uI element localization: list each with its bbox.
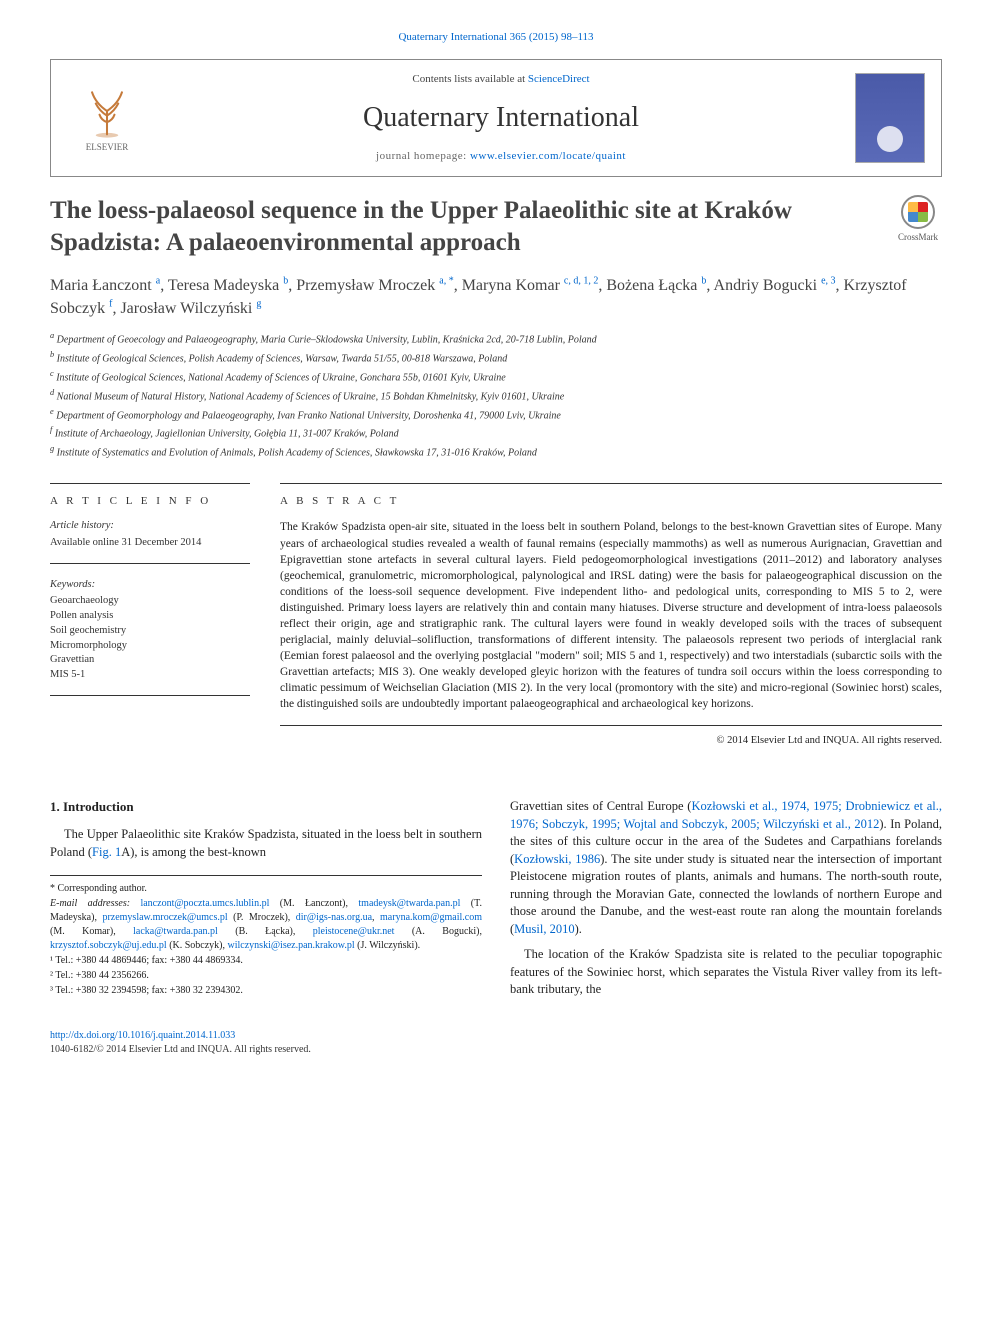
crossmark-icon bbox=[901, 195, 935, 229]
affiliations: a Department of Geoecology and Palaeogeo… bbox=[50, 330, 942, 461]
journal-name: Quaternary International bbox=[147, 98, 855, 137]
aff-sup[interactable]: b bbox=[701, 276, 706, 287]
keyword: MIS 5-1 bbox=[50, 668, 250, 683]
tel-note: ¹ Tel.: +380 44 4869446; fax: +380 44 48… bbox=[50, 954, 482, 968]
history-text: Available online 31 December 2014 bbox=[50, 536, 250, 551]
affiliation-line: e Department of Geomorphology and Palaeo… bbox=[50, 406, 942, 424]
email-link[interactable]: tmadeysk@twarda.pan.pl bbox=[358, 898, 460, 909]
author-link[interactable]: Andriy Bogucki bbox=[714, 277, 818, 294]
aff-sup[interactable]: g bbox=[256, 299, 261, 310]
corresponding-note: * Corresponding author. bbox=[50, 882, 482, 896]
doi-link[interactable]: http://dx.doi.org/10.1016/j.quaint.2014.… bbox=[50, 1030, 235, 1041]
abstract-copyright: © 2014 Elsevier Ltd and INQUA. All right… bbox=[280, 734, 942, 749]
aff-sup[interactable]: a bbox=[156, 276, 160, 287]
aff-sup[interactable]: b bbox=[283, 276, 288, 287]
sciencedirect-link[interactable]: ScienceDirect bbox=[528, 73, 590, 85]
crossmark-badge[interactable]: CrossMark bbox=[894, 195, 942, 244]
email-label: E-mail addresses: bbox=[50, 898, 130, 909]
abstract-text: The Kraków Spadzista open-air site, situ… bbox=[280, 519, 942, 725]
affiliation-line: f Institute of Archaeology, Jagiellonian… bbox=[50, 424, 942, 442]
page: Quaternary International 365 (2015) 98–1… bbox=[0, 0, 992, 1097]
email-link[interactable]: maryna.kom@gmail.com bbox=[380, 912, 482, 923]
keywords-head: Keywords: bbox=[50, 578, 250, 593]
author-link[interactable]: Bożena Łącka bbox=[606, 277, 697, 294]
abstract-head: A B S T R A C T bbox=[280, 483, 942, 509]
elsevier-label: ELSEVIER bbox=[86, 141, 129, 154]
email-link[interactable]: przemyslaw.mroczek@umcs.pl bbox=[102, 912, 227, 923]
keyword: Micromorphology bbox=[50, 639, 250, 654]
aff-sup[interactable]: a, * bbox=[439, 276, 453, 287]
contents-line: Contents lists available at ScienceDirec… bbox=[147, 72, 855, 87]
keywords-block: Keywords: Geoarchaeology Pollen analysis… bbox=[50, 578, 250, 696]
keyword: Gravettian bbox=[50, 653, 250, 668]
history-block: Article history: Available online 31 Dec… bbox=[50, 519, 250, 563]
citation-link[interactable]: Kozłowski, 1986 bbox=[514, 852, 600, 866]
figure-link[interactable]: Fig. 1 bbox=[92, 845, 121, 859]
crossmark-label: CrossMark bbox=[894, 231, 942, 244]
affiliation-line: d National Museum of Natural History, Na… bbox=[50, 387, 942, 405]
keyword: Geoarchaeology bbox=[50, 594, 250, 609]
author-link[interactable]: Przemysław Mroczek bbox=[296, 277, 435, 294]
email-link[interactable]: dir@igs-nas.org.ua bbox=[296, 912, 372, 923]
intro-p3: The location of the Kraków Spadzista sit… bbox=[510, 946, 942, 999]
authors-line: Maria Łanczont a, Teresa Madeyska b, Prz… bbox=[50, 274, 942, 320]
email-link[interactable]: lanczont@poczta.umcs.lublin.pl bbox=[140, 898, 269, 909]
journal-header: ELSEVIER Contents lists available at Sci… bbox=[50, 59, 942, 177]
aff-sup[interactable]: f bbox=[109, 299, 112, 310]
citation-link[interactable]: Musil, 2010 bbox=[514, 922, 574, 936]
header-center: Contents lists available at ScienceDirec… bbox=[147, 72, 855, 164]
homepage-line: journal homepage: www.elsevier.com/locat… bbox=[147, 149, 855, 164]
email-link[interactable]: pleistocene@ukr.net bbox=[313, 926, 395, 937]
article-info-head: A R T I C L E I N F O bbox=[50, 483, 250, 509]
keyword: Soil geochemistry bbox=[50, 624, 250, 639]
intro-p2: Gravettian sites of Central Europe (Kozł… bbox=[510, 798, 942, 938]
aff-sup[interactable]: c, d, 1, 2 bbox=[564, 276, 598, 287]
emails-block: E-mail addresses: lanczont@poczta.umcs.l… bbox=[50, 897, 482, 953]
issn-line: 1040-6182/© 2014 Elsevier Ltd and INQUA.… bbox=[50, 1043, 942, 1057]
homepage-prefix: journal homepage: bbox=[376, 150, 470, 162]
article-title: The loess-palaeosol sequence in the Uppe… bbox=[50, 195, 880, 258]
author-link[interactable]: Maryna Komar bbox=[462, 277, 560, 294]
affiliation-line: c Institute of Geological Sciences, Nati… bbox=[50, 368, 942, 386]
contents-prefix: Contents lists available at bbox=[412, 73, 527, 85]
cover-seal-icon bbox=[877, 126, 903, 152]
author-link[interactable]: Teresa Madeyska bbox=[168, 277, 279, 294]
title-row: The loess-palaeosol sequence in the Uppe… bbox=[50, 195, 942, 258]
tel-note: ² Tel.: +380 44 2356266. bbox=[50, 969, 482, 983]
info-abstract-row: A R T I C L E I N F O Article history: A… bbox=[50, 483, 942, 748]
abstract-col: A B S T R A C T The Kraków Spadzista ope… bbox=[280, 483, 942, 748]
section-heading: 1. Introduction bbox=[50, 798, 482, 816]
author-link[interactable]: Maria Łanczont bbox=[50, 277, 152, 294]
intro-p1: The Upper Palaeolithic site Kraków Spadz… bbox=[50, 826, 482, 861]
email-link[interactable]: lacka@twarda.pan.pl bbox=[133, 926, 218, 937]
page-footer: http://dx.doi.org/10.1016/j.quaint.2014.… bbox=[50, 1029, 942, 1057]
affiliation-line: a Department of Geoecology and Palaeogeo… bbox=[50, 330, 942, 348]
author-link[interactable]: Jarosław Wilczyński bbox=[120, 300, 252, 317]
article-info-col: A R T I C L E I N F O Article history: A… bbox=[50, 483, 250, 748]
elsevier-tree-icon bbox=[79, 83, 135, 139]
body-columns: 1. Introduction The Upper Palaeolithic s… bbox=[50, 798, 942, 1003]
keyword: Pollen analysis bbox=[50, 609, 250, 624]
affiliation-line: g Institute of Systematics and Evolution… bbox=[50, 443, 942, 461]
homepage-link[interactable]: www.elsevier.com/locate/quaint bbox=[470, 150, 626, 162]
email-link[interactable]: wilczynski@isez.pan.krakow.pl bbox=[228, 940, 355, 951]
affiliation-line: b Institute of Geological Sciences, Poli… bbox=[50, 349, 942, 367]
aff-sup[interactable]: e, 3 bbox=[821, 276, 835, 287]
journal-cover-thumb bbox=[855, 73, 925, 163]
tel-note: ³ Tel.: +380 32 2394598; fax: +380 32 23… bbox=[50, 984, 482, 998]
footnotes: * Corresponding author. E-mail addresses… bbox=[50, 875, 482, 998]
top-citation: Quaternary International 365 (2015) 98–1… bbox=[50, 30, 942, 45]
elsevier-logo-col: ELSEVIER bbox=[67, 83, 147, 154]
history-head: Article history: bbox=[50, 519, 250, 534]
email-link[interactable]: krzysztof.sobczyk@uj.edu.pl bbox=[50, 940, 167, 951]
